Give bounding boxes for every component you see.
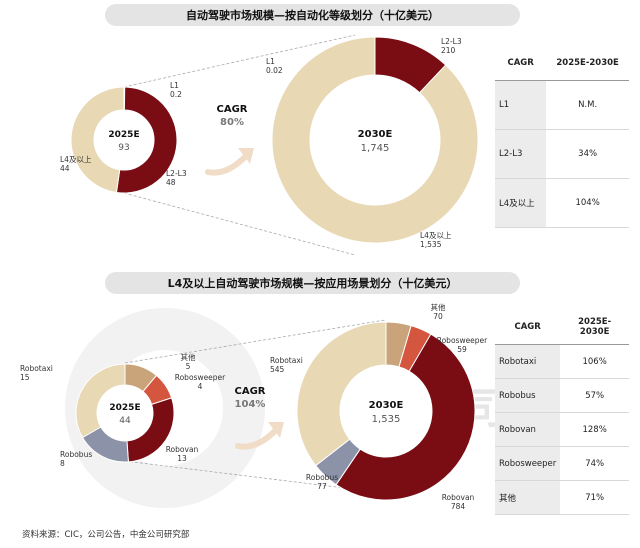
- slice-value-label: 545: [270, 365, 285, 374]
- table1-row-value: 34%: [546, 129, 629, 179]
- slice-value-label: 8: [60, 459, 65, 468]
- chart2-title: L4及以上自动驾驶市场规模—按应用场景划分（十亿美元）: [105, 272, 520, 294]
- slice-value-label: 5: [186, 362, 191, 371]
- chart2-svg: CICC中金公司2025E44其他5Robosweeper4Robovan13R…: [20, 302, 504, 511]
- table1-header-period: 2025E-2030E: [546, 46, 629, 81]
- slice-value-label: 0.2: [170, 90, 182, 99]
- source-note: 资料来源：CIC，公司公告，中金公司研究部: [22, 530, 190, 540]
- donut-year-label: 2025E: [108, 130, 139, 140]
- table-row: Robotaxi 106%: [495, 344, 629, 379]
- slice-name-label: L2-L3: [441, 37, 462, 46]
- slice-name-label: Robovan: [166, 445, 199, 454]
- donut-total-label: 93: [118, 143, 129, 153]
- slice-name-label: Robobus: [60, 450, 92, 459]
- connector-line: [123, 34, 356, 88]
- connector-line: [124, 460, 386, 494]
- donut-total-label: 44: [119, 416, 131, 426]
- table2-row-value: 57%: [560, 378, 629, 413]
- slice-value-label: 0.02: [266, 66, 283, 75]
- table2-row-label: Robobus: [495, 378, 561, 413]
- cagr-label: CAGR: [235, 386, 266, 397]
- slice-name-label: Robobus: [306, 473, 338, 482]
- table2-row-value: 106%: [560, 344, 629, 379]
- donut-year-label: 2030E: [369, 400, 404, 411]
- slice-value-label: 784: [451, 502, 466, 511]
- slice-name-label: L4及以上: [60, 155, 92, 164]
- cagr-value: 80%: [220, 117, 244, 128]
- table-row: L4及以上 104%: [495, 178, 629, 228]
- table-row: Robovan 128%: [495, 412, 629, 447]
- growth-arrow-head: [268, 422, 284, 438]
- donut-hole: [340, 365, 432, 457]
- slice-value-label: 77: [317, 482, 327, 491]
- slice-value-label: 70: [433, 312, 443, 321]
- growth-arrow: [205, 153, 249, 176]
- table2-row-value: 74%: [560, 446, 629, 481]
- table2-row-label: 其他: [495, 480, 561, 515]
- slice-name-label: Robotaxi: [20, 364, 53, 373]
- donut-year-label: 2025E: [109, 403, 140, 413]
- slice-value-label: 48: [166, 178, 176, 187]
- table-row: L2-L3 34%: [495, 129, 629, 179]
- table1-row-value: N.M.: [546, 80, 629, 130]
- slice-value-label: 1,535: [420, 240, 442, 249]
- table2-header-period: 2025E-2030E: [560, 310, 629, 345]
- donut-total-label: 1,745: [361, 143, 390, 154]
- slice-name-label: L1: [266, 57, 275, 66]
- slice-name-label: 其他: [181, 352, 196, 362]
- donut-hole: [97, 385, 153, 441]
- slice-name-label: Robosweeper: [175, 373, 226, 382]
- donut-hole: [310, 75, 440, 205]
- slice-name-label: 其他: [431, 302, 446, 312]
- connector-line: [124, 319, 386, 364]
- donut-total-label: 1,535: [372, 414, 401, 425]
- slice-name-label: Robovan: [442, 493, 475, 502]
- table2-row-label: Robosweeper: [495, 446, 561, 481]
- slice-value-label: 210: [441, 46, 456, 55]
- cagr-label: CAGR: [217, 104, 248, 115]
- table1-row-label: L2-L3: [495, 129, 547, 179]
- table2-row-value: 128%: [560, 412, 629, 447]
- slice-value-label: 59: [457, 345, 467, 354]
- growth-arrow: [235, 427, 279, 450]
- table1-row-value: 104%: [546, 178, 629, 228]
- table2-row-label: Robotaxi: [495, 344, 561, 379]
- slice-value-label: 44: [60, 164, 70, 173]
- growth-arrow-head: [238, 148, 254, 164]
- table2-row-label: Robovan: [495, 412, 561, 447]
- slice-value-label: 13: [177, 454, 187, 463]
- cagr-table-2: CAGR 2025E-2030E Robotaxi 106% Robobus 5…: [495, 310, 629, 515]
- slice-name-label: Robosweeper: [437, 336, 488, 345]
- slice-value-label: 15: [20, 373, 30, 382]
- table-row: L1 N.M.: [495, 80, 629, 130]
- table2-header-cagr: CAGR: [495, 310, 561, 345]
- chart1-title: 自动驾驶市场规模—按自动化等级划分（十亿美元）: [105, 4, 520, 26]
- slice-value-label: 4: [198, 382, 203, 391]
- cagr-table-1: CAGR 2025E-2030E L1 N.M. L2-L3 34% L4及以上…: [495, 46, 629, 228]
- slice-name-label: L4及以上: [420, 231, 452, 240]
- table-row: 其他 71%: [495, 480, 629, 515]
- donut-year-label: 2030E: [358, 129, 393, 140]
- slice-name-label: L1: [170, 81, 179, 90]
- slice-name-label: Robotaxi: [270, 356, 303, 365]
- table1-header-cagr: CAGR: [495, 46, 547, 81]
- table-row: Robobus 57%: [495, 378, 629, 413]
- table1-row-label: L1: [495, 80, 547, 130]
- chart1-svg: 2025E93L10.2L2-L348L4及以上442030E1,745L10.…: [60, 34, 479, 256]
- table-row: Robosweeper 74%: [495, 446, 629, 481]
- cagr-value: 104%: [235, 399, 266, 410]
- donut-hole: [94, 110, 154, 170]
- table2-row-value: 71%: [560, 480, 629, 515]
- slice-name-label: L2-L3: [166, 169, 187, 178]
- table1-row-label: L4及以上: [495, 178, 547, 228]
